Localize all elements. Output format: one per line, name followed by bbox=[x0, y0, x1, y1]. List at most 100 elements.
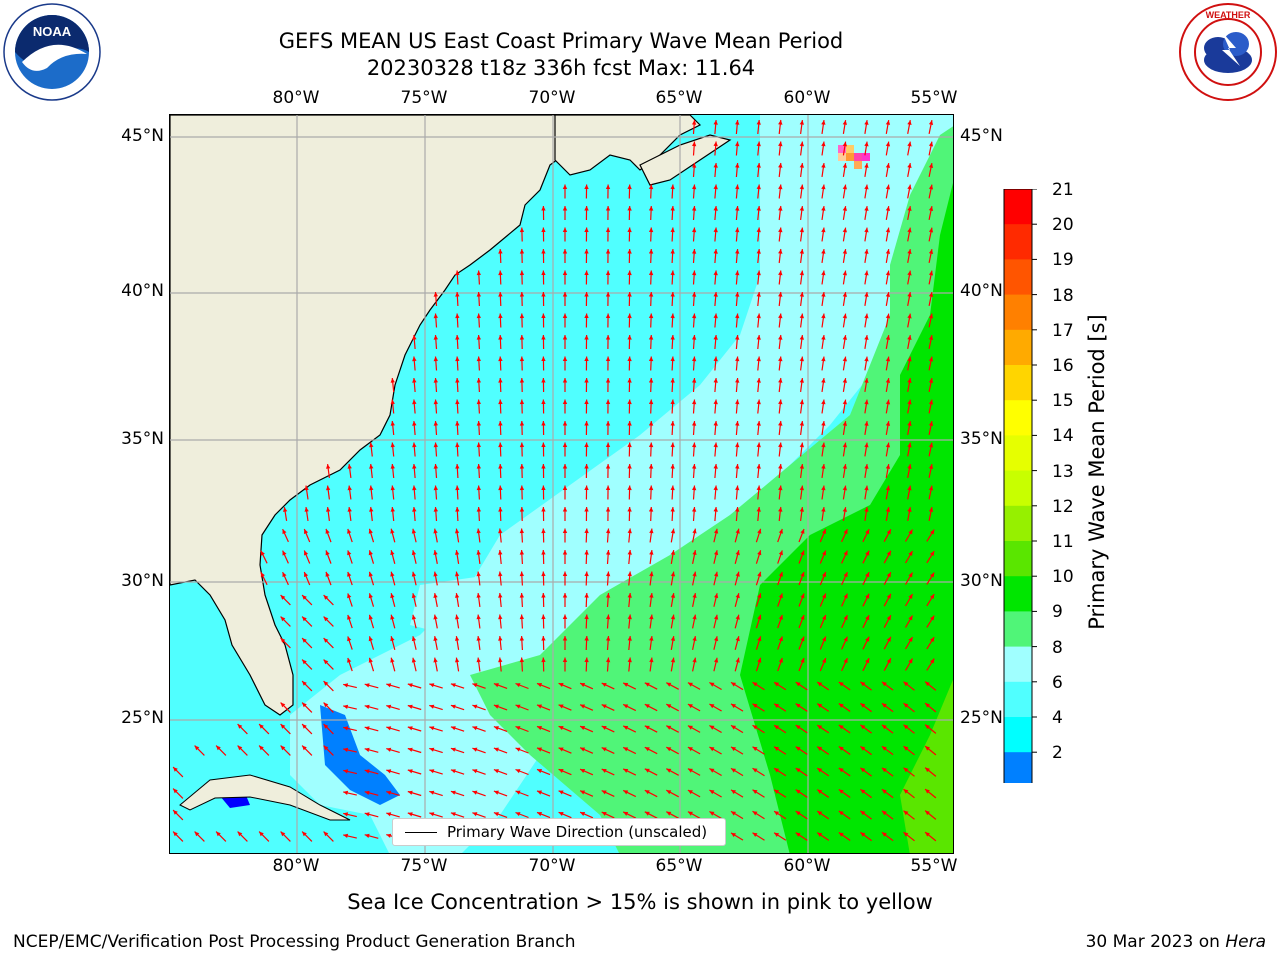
wave-arrow-head bbox=[799, 485, 804, 491]
wave-arrow-head bbox=[687, 790, 693, 795]
wave-arrow-head bbox=[429, 683, 435, 688]
wave-arrow-head bbox=[519, 292, 525, 297]
wave-arrow-head bbox=[735, 593, 740, 599]
wave-arrow-head bbox=[623, 682, 629, 687]
wave-arrow-head bbox=[541, 378, 546, 383]
wave-arrow-head bbox=[842, 206, 847, 211]
wave-arrow-head bbox=[756, 249, 761, 254]
wave-arrow-head bbox=[778, 550, 783, 556]
wave-arrow-head bbox=[412, 378, 417, 383]
wave-arrow-head bbox=[713, 292, 718, 297]
wave-arrow-head bbox=[562, 421, 568, 426]
lon-label-top-55w: 55°W bbox=[910, 88, 958, 108]
wave-arrow-head bbox=[455, 399, 460, 405]
wave-arrow-head bbox=[347, 657, 352, 663]
wave-arrow-head bbox=[627, 227, 632, 233]
wave-arrow-head bbox=[605, 313, 611, 318]
wave-arrow-head bbox=[562, 442, 568, 447]
sea-ice-note: Sea Ice Concentration > 15% is shown in … bbox=[347, 890, 933, 914]
wave-arrow-head bbox=[903, 681, 909, 687]
wave-arrow-head bbox=[519, 614, 524, 620]
wave-arrow-head bbox=[260, 550, 265, 556]
wave-arrow-head bbox=[433, 335, 438, 340]
wave-arrow-head bbox=[778, 614, 783, 620]
wave-arrow-head bbox=[260, 572, 265, 578]
colorbar-segment bbox=[1004, 259, 1032, 296]
wave-arrow-head bbox=[515, 747, 521, 752]
wave-arrow-head bbox=[411, 528, 417, 534]
wave-arrow-head bbox=[472, 704, 478, 709]
wave-arrow-head bbox=[692, 485, 697, 491]
wave-arrow-head bbox=[627, 399, 632, 405]
wave-arrow-head bbox=[822, 550, 826, 556]
wave-arrow-head bbox=[842, 485, 847, 491]
wave-arrow-head bbox=[778, 184, 783, 190]
wave-arrow-head bbox=[347, 507, 352, 512]
wave-arrow-head bbox=[323, 616, 329, 622]
wave-arrow-head bbox=[304, 507, 309, 512]
wave-arrow-head bbox=[347, 550, 352, 556]
wave-arrow-head bbox=[476, 528, 481, 534]
wave-arrow-head bbox=[778, 442, 783, 448]
wave-arrow-head bbox=[325, 550, 330, 556]
wave-arrow-head bbox=[627, 464, 632, 469]
wave-arrow-head bbox=[925, 703, 930, 708]
wave-arrow-head bbox=[558, 790, 564, 795]
wave-arrow-head bbox=[713, 335, 718, 340]
wave-arrow-head bbox=[498, 636, 503, 641]
wave-arrow-head bbox=[541, 507, 546, 512]
wave-arrow-head bbox=[558, 683, 564, 687]
wave-arrow-head bbox=[627, 356, 632, 362]
wave-arrow-head bbox=[450, 704, 456, 709]
colorbar-segment bbox=[1004, 470, 1032, 507]
wave-arrow-head bbox=[821, 227, 826, 233]
sea-ice-patch bbox=[838, 145, 870, 169]
wave-arrow-head bbox=[601, 747, 607, 752]
wave-arrow-head bbox=[562, 485, 568, 490]
wave-arrow-head bbox=[752, 832, 758, 837]
wave-arrow-head bbox=[580, 683, 586, 687]
wave-arrow-head bbox=[302, 659, 307, 665]
wave-arrow-head bbox=[864, 120, 869, 125]
wave-arrow-head bbox=[498, 292, 503, 297]
colorbar-tick-label: 19 bbox=[1052, 250, 1074, 271]
wave-arrow-head bbox=[493, 747, 499, 752]
wave-arrow-head bbox=[907, 399, 912, 405]
wave-arrow-head bbox=[843, 615, 848, 621]
lon-label-bottom-80w: 80°W bbox=[272, 856, 320, 876]
wave-arrow-head bbox=[864, 206, 869, 211]
wave-arrow-head bbox=[606, 571, 611, 577]
wave-arrow-head bbox=[842, 507, 847, 512]
wave-arrow-head bbox=[925, 789, 930, 794]
wave-arrow-head bbox=[493, 704, 499, 709]
wave-arrow-head bbox=[562, 378, 568, 383]
wave-arrow-head bbox=[259, 724, 264, 729]
wave-arrow-head bbox=[648, 206, 654, 211]
wave-arrow-head bbox=[907, 378, 912, 383]
wave-arrow-head bbox=[558, 769, 564, 773]
wave-arrow-head bbox=[800, 593, 805, 599]
wave-arrow-head bbox=[562, 593, 568, 598]
wave-arrow-head bbox=[386, 683, 392, 688]
wave-arrow-head bbox=[799, 356, 804, 362]
wave-arrow-head bbox=[606, 528, 611, 534]
wave-arrow-head bbox=[498, 657, 503, 663]
wave-arrow-head bbox=[433, 399, 438, 405]
wave-arrow-head bbox=[627, 636, 632, 641]
wave-arrow-head bbox=[627, 270, 632, 276]
wave-arrow-head bbox=[605, 485, 611, 490]
wave-arrow-head bbox=[412, 399, 417, 405]
colorbar-segment bbox=[1004, 294, 1032, 331]
wave-arrow-head bbox=[364, 790, 370, 795]
wave-arrow-head bbox=[644, 811, 650, 816]
wave-arrow-head bbox=[407, 769, 413, 774]
wave-arrow-head bbox=[714, 614, 719, 620]
wave-arrow-head bbox=[562, 657, 568, 662]
wave-arrow-head bbox=[713, 507, 718, 512]
wave-arrow-head bbox=[713, 120, 718, 125]
colorbar-tick-label: 21 bbox=[1052, 180, 1074, 200]
wave-arrow-head bbox=[368, 636, 373, 642]
wave-arrow-head bbox=[885, 507, 891, 512]
colorbar-segment bbox=[1004, 365, 1032, 401]
wave-arrow-head bbox=[838, 811, 844, 816]
